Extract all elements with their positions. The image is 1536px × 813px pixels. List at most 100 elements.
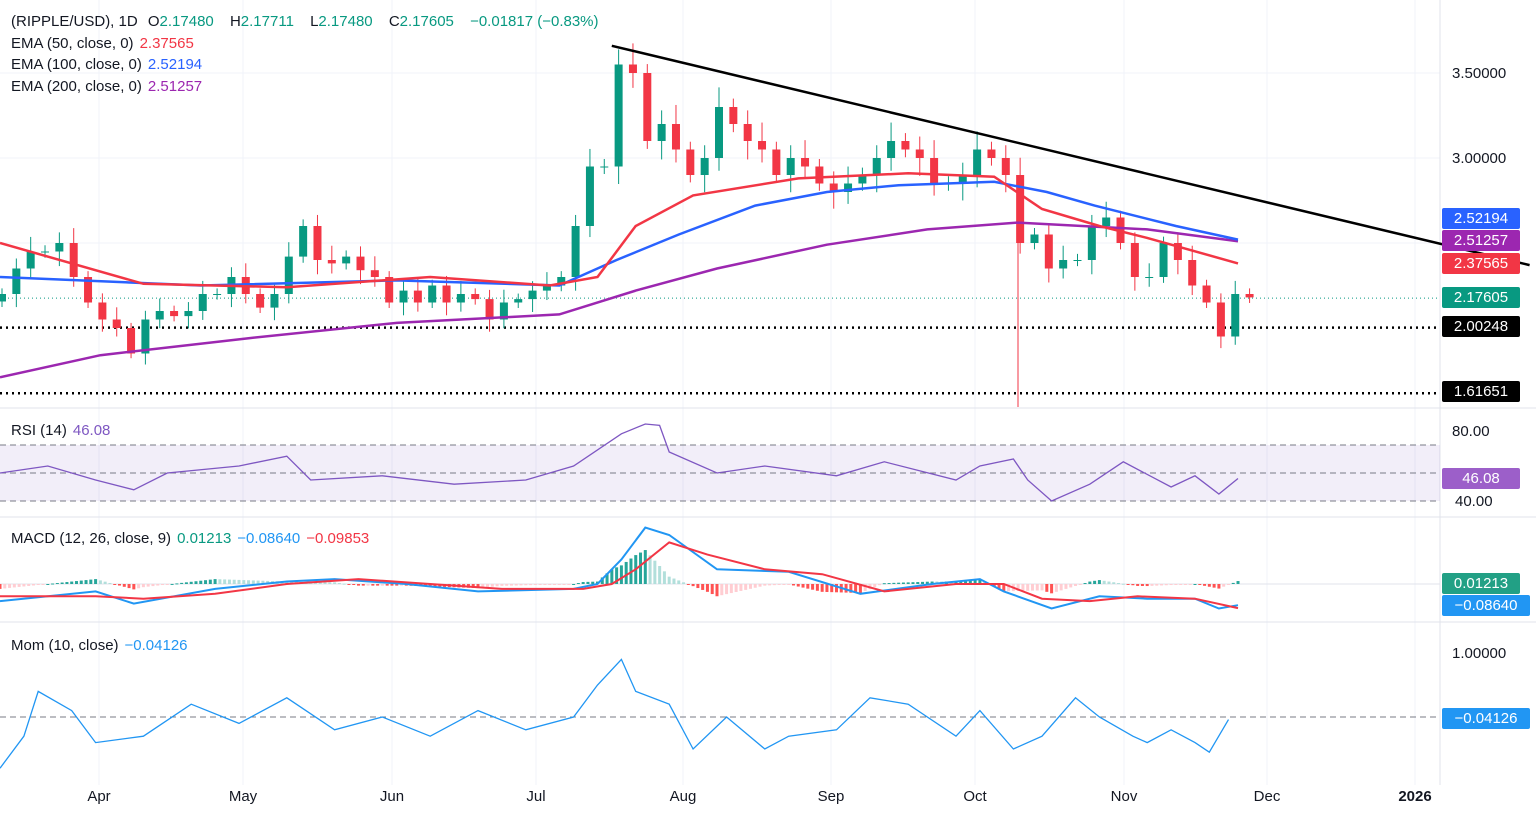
macd-histogram-bar bbox=[772, 584, 776, 586]
candle-body bbox=[872, 158, 881, 175]
momentum-line bbox=[0, 658, 1230, 769]
macd-histogram-bar bbox=[1040, 584, 1044, 591]
macd-histogram-bar bbox=[94, 579, 98, 584]
candle-body bbox=[628, 64, 637, 73]
macd-histogram-bar bbox=[1030, 584, 1034, 591]
x-tick-label: May bbox=[228, 788, 258, 805]
macd-histogram-bar bbox=[1136, 584, 1140, 586]
macd-histogram-bar bbox=[887, 583, 891, 585]
macd-histogram-bar bbox=[385, 584, 389, 586]
macd-histogram-bar bbox=[17, 584, 21, 587]
macd-histogram-bar bbox=[811, 584, 815, 590]
macd-value-tag: −0.08640 bbox=[1442, 595, 1530, 616]
macd-histogram-bar bbox=[978, 579, 982, 584]
candle-body bbox=[98, 302, 107, 320]
macd-histogram-bar bbox=[677, 580, 681, 584]
rsi-value: 46.08 bbox=[72, 422, 111, 439]
candle-body bbox=[413, 290, 422, 303]
macd-histogram-bar bbox=[557, 584, 561, 585]
macd-histogram-bar bbox=[519, 584, 523, 586]
macd-value: −0.08640 bbox=[237, 530, 301, 547]
macd-histogram-bar bbox=[1160, 584, 1164, 586]
macd-histogram-bar bbox=[624, 561, 628, 584]
macd-histogram-bar bbox=[954, 581, 958, 584]
macd-histogram-bar bbox=[930, 581, 934, 584]
low-value: 2.17480 bbox=[318, 13, 373, 30]
macd-histogram-bar bbox=[610, 569, 614, 584]
rsi-legend[interactable]: RSI (14) 46.08 bbox=[11, 422, 116, 440]
macd-histogram-bar bbox=[897, 582, 901, 584]
macd-histogram-bar bbox=[925, 581, 929, 584]
macd-histogram-bar bbox=[27, 584, 31, 586]
macd-histogram-bar bbox=[753, 584, 757, 588]
macd-histogram-bar bbox=[691, 584, 695, 587]
macd-histogram-bar bbox=[352, 584, 356, 585]
mom-legend[interactable]: Mom (10, close) −0.04126 bbox=[11, 637, 194, 655]
macd-histogram-bar bbox=[696, 584, 700, 589]
macd-histogram-bar bbox=[983, 581, 987, 584]
macd-histogram-bar bbox=[1121, 583, 1125, 585]
macd-histogram-bar bbox=[41, 584, 45, 585]
ema100-label: EMA (100, close, 0) bbox=[11, 56, 142, 73]
candle-body bbox=[514, 299, 523, 303]
candle-body bbox=[973, 149, 982, 175]
macd-histogram-bar bbox=[586, 581, 590, 584]
macd-histogram-bar bbox=[873, 584, 877, 588]
macd-histogram-bar bbox=[204, 580, 208, 584]
macd-histogram-bar bbox=[1207, 584, 1211, 587]
macd-histogram-bar bbox=[524, 584, 528, 586]
macd-histogram-bar bbox=[1117, 583, 1121, 585]
macd-histogram-bar bbox=[548, 584, 552, 585]
macd-histogram-bar bbox=[734, 584, 738, 593]
macd-histogram-bar bbox=[1222, 584, 1226, 587]
x-tick-label: Jun bbox=[379, 788, 405, 805]
ema200-legend[interactable]: EMA (200, close, 0) 2.51257 bbox=[11, 78, 208, 96]
candle-body bbox=[1202, 285, 1211, 303]
candle-body bbox=[1044, 234, 1053, 269]
macd-histogram-bar bbox=[748, 584, 752, 589]
macd-histogram-bar bbox=[916, 582, 920, 584]
macd-histogram-bar bbox=[189, 581, 193, 584]
low-label: L bbox=[310, 13, 319, 30]
last-price-tag: 2.17605 bbox=[1442, 287, 1520, 308]
ema200-price-tag: 2.51257 bbox=[1442, 230, 1520, 251]
macd-histogram-bar bbox=[600, 577, 604, 584]
macd-histogram-bar bbox=[1231, 582, 1235, 584]
macd-histogram-bar bbox=[921, 581, 925, 584]
candle-body bbox=[12, 268, 21, 294]
macd-histogram-bar bbox=[242, 580, 246, 584]
macd-histogram-bar bbox=[55, 583, 59, 585]
candle-body bbox=[428, 285, 437, 303]
macd-histogram-bar bbox=[729, 584, 733, 594]
x-tick-label: Oct bbox=[963, 788, 987, 805]
price-tick-300: 3.00000 bbox=[1452, 150, 1507, 167]
ema100-value: 2.52194 bbox=[147, 56, 203, 73]
support2-price-tag: 1.61651 bbox=[1442, 381, 1520, 402]
macd-histogram-bar bbox=[1035, 584, 1039, 591]
x-tick-label: 2026 bbox=[1398, 788, 1432, 805]
macd-histogram-bar bbox=[151, 584, 155, 587]
macd-histogram-bar bbox=[347, 584, 351, 585]
macd-histogram-bar bbox=[266, 580, 270, 584]
ema50-legend[interactable]: EMA (50, close, 0) 2.37565 bbox=[11, 35, 200, 53]
candle-body bbox=[528, 290, 537, 300]
x-tick-label: Aug bbox=[669, 788, 697, 805]
ema100-legend[interactable]: EMA (100, close, 0) 2.52194 bbox=[11, 56, 208, 74]
macd-histogram-bar bbox=[782, 584, 786, 585]
candle-body bbox=[385, 277, 394, 303]
candle-body bbox=[1030, 234, 1039, 243]
candle-body bbox=[313, 226, 322, 260]
macd-histogram-bar bbox=[1169, 584, 1173, 586]
macd-legend[interactable]: MACD (12, 26, close, 9) 0.01213 −0.08640 −0… bbox=[11, 530, 375, 548]
ema100-line bbox=[0, 180, 1239, 287]
macd-histogram-bar bbox=[1002, 584, 1006, 592]
macd-histogram-bar bbox=[184, 582, 188, 584]
macd-histogram-bar bbox=[858, 584, 862, 594]
candle-body bbox=[1173, 243, 1182, 260]
macd-histogram-bar bbox=[591, 581, 595, 584]
symbol-legend: (RIPPLE/USD), 1D O2.17480 H2.17711 L2.17… bbox=[11, 13, 605, 31]
macd-histogram-bar bbox=[682, 582, 686, 584]
x-tick-label: Apr bbox=[87, 788, 111, 805]
macd-histogram-bar bbox=[371, 584, 375, 586]
